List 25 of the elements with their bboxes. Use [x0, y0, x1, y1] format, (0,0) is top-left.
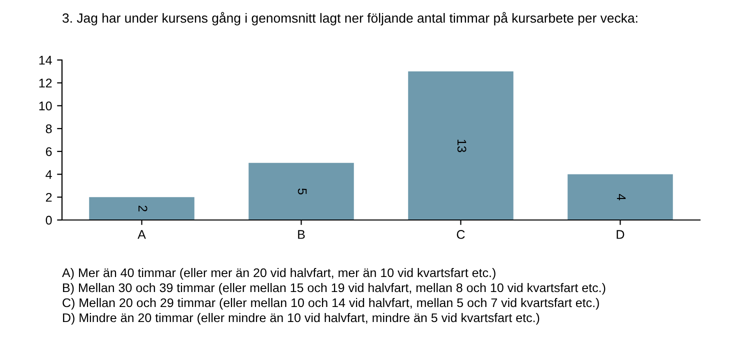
- data-label: 5: [298, 188, 307, 194]
- text: B) Mellan 30 och 39 timmar (eller mellan 15 och 19 vid halvfart, mellan 8 och 10 vid kvartsfart etc.): [63, 283, 606, 295]
- text: C) Mellan 20 och 29 timmar (eller mellan 10 och 14 vid halvfart, mellan 5 och 7 vid kvartsfart etc.): [62, 298, 599, 310]
- text: A) Mer än 40 timmar (eller mer än 20 vid halvfart, mer än 10 vid kvartsfart etc.): [62, 268, 496, 280]
- y-tick-label: 10: [39, 102, 52, 110]
- data-label: 2: [138, 206, 148, 212]
- y-tick-label: 14: [39, 56, 52, 65]
- bar: [89, 197, 194, 220]
- bar: [568, 174, 673, 220]
- data-label: 4: [617, 194, 626, 200]
- y-tick-label: 12: [39, 78, 52, 88]
- text: D) Mindre än 20 timmar (eller mindre än 10 vid halvfart, mindre än 5 vid kvartsfart etc.): [63, 313, 540, 325]
- y-tick-label: 8: [46, 124, 52, 134]
- x-tick-label: C: [456, 230, 465, 239]
- x-tick-label: B: [298, 230, 305, 239]
- y-tick-label: 2: [46, 192, 52, 202]
- bar: [408, 71, 514, 220]
- data-label: 13: [457, 140, 466, 152]
- x-tick-label: A: [138, 230, 146, 239]
- y-tick-label: 4: [46, 170, 52, 179]
- bar: [248, 162, 354, 220]
- chart-title: 3. Jag har under kursens gång i genomsnitt lagt ner följande antal timmar på kursarbete per vecka:: [62, 12, 638, 26]
- y-tick-label: 0: [46, 216, 52, 225]
- y-tick-label: 6: [46, 147, 52, 156]
- x-tick-label: D: [616, 230, 624, 239]
